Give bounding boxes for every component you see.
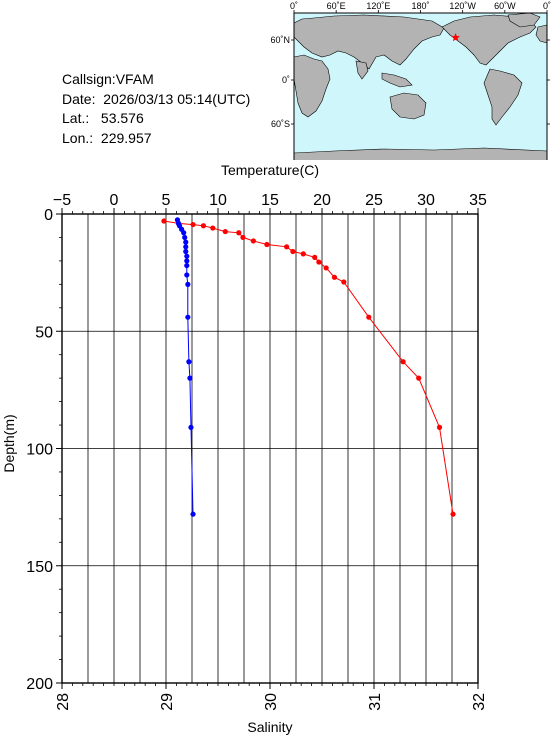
left-tick-label: 150 — [26, 559, 53, 576]
temperature-point — [400, 359, 406, 365]
land-australia — [389, 92, 427, 120]
salinity-point — [190, 511, 196, 517]
lat-value: 53.576 — [100, 110, 144, 126]
temperature-point — [312, 254, 318, 260]
map-left-tick-label: 60˚N — [270, 35, 290, 45]
temperature-point — [236, 230, 242, 236]
bottom-tick-label: 30 — [263, 693, 280, 711]
top-axis-label: Temperature(C) — [221, 162, 319, 178]
temperature-point — [416, 375, 422, 381]
temperature-point — [341, 279, 347, 285]
top-tick-label: −5 — [53, 192, 71, 209]
date-label: Date: — [62, 90, 96, 107]
temperature-point — [300, 251, 306, 257]
bottom-tick-label: 28 — [55, 693, 72, 711]
left-axis-label: Depth(m) — [1, 414, 17, 472]
top-tick-label: 25 — [365, 192, 383, 209]
lon-value: 229.957 — [100, 129, 152, 146]
temperature-point — [366, 314, 372, 320]
temperature-point — [450, 511, 456, 517]
temperature-point — [200, 223, 207, 229]
salinity-point — [182, 234, 188, 241]
temperature-point — [284, 244, 290, 250]
lon-line: Lon.: 229.957 — [62, 129, 250, 149]
salinity-point — [184, 253, 190, 259]
salinity-point — [184, 272, 190, 278]
temperature-point — [190, 221, 196, 228]
location-map: 0˚ 60˚E 120˚E 180˚ 120˚W 60˚W 0˚ 60˚N 0˚ 60˚S — [270, 1, 551, 160]
top-tick-label: 20 — [313, 192, 331, 209]
temperature-point — [264, 241, 270, 248]
left-tick-label: 0 — [44, 207, 53, 224]
temperature-point — [331, 274, 338, 280]
map-left-tick-label: 0˚ — [282, 75, 290, 85]
lon-label: Lon.: — [62, 129, 94, 146]
date-line: Date: 2026/03/13 05:14(UTC) — [62, 90, 250, 110]
callsign-value: VFAM — [115, 71, 154, 87]
top-tick-label: 0 — [110, 192, 119, 209]
bottom-tick-label: 31 — [367, 693, 384, 711]
land-south-america — [483, 68, 523, 126]
temperature-point — [250, 238, 256, 244]
left-tick-label: 100 — [26, 442, 53, 459]
top-tick-label: 5 — [162, 192, 171, 209]
salinity-point — [184, 258, 190, 264]
bottom-tick-label: 29 — [159, 693, 176, 711]
map-top-tick-label: 120˚W — [449, 1, 476, 11]
map-top-tick-label: 180˚ — [411, 1, 429, 11]
land-europe-west — [535, 24, 548, 44]
temperature-point — [210, 225, 216, 231]
land-seasia — [381, 72, 413, 88]
land-india — [355, 60, 369, 80]
temperature-point — [436, 424, 443, 430]
salinity-point — [186, 359, 192, 365]
salinity-point — [184, 262, 190, 269]
top-tick-label: 35 — [469, 192, 487, 209]
salinity-point — [188, 424, 194, 430]
map-top-tick-label: 0˚ — [543, 1, 551, 11]
temperature-point — [240, 234, 246, 241]
salinity-point — [181, 230, 187, 236]
map-left-tick-label: 60˚S — [271, 119, 290, 129]
salinity-point — [187, 375, 193, 381]
bottom-axis-label: Salinity — [247, 719, 292, 735]
bottom-tick-label: 32 — [471, 693, 488, 711]
land-antarctica — [293, 147, 548, 160]
top-tick-label: 30 — [417, 192, 435, 209]
land-africa — [293, 54, 331, 118]
salinity-point — [183, 239, 189, 245]
map-top-tick-label: 60˚E — [327, 1, 346, 11]
temperature-point — [161, 218, 167, 224]
map-top-tick-label: 0˚ — [290, 1, 298, 11]
station-marker-icon — [451, 33, 460, 42]
top-tick-label: 15 — [261, 192, 279, 209]
lat-line: Lat.: 53.576 — [62, 109, 250, 129]
callsign-label: Callsign: — [62, 71, 116, 87]
temperature-point — [222, 228, 228, 235]
land-north-america — [441, 14, 537, 66]
top-tick-label: 10 — [209, 192, 227, 209]
map-top-tick-label: 60˚W — [494, 1, 516, 11]
salinity-point — [183, 244, 189, 250]
salinity-point — [183, 248, 189, 255]
callsign-line: Callsign:VFAM — [62, 70, 250, 90]
station-info: Callsign:VFAM Date: 2026/03/13 05:14(UTC… — [62, 70, 250, 148]
left-tick-label: 200 — [26, 676, 53, 693]
lat-label: Lat.: — [62, 110, 90, 126]
date-value: 2026/03/13 05:14(UTC) — [103, 90, 251, 107]
temperature-point — [323, 265, 329, 271]
left-tick-label: 50 — [35, 324, 53, 341]
temperature-point — [316, 259, 322, 265]
land-eurasia — [293, 14, 445, 70]
map-top-tick-label: 120˚E — [366, 1, 390, 11]
salinity-point — [185, 314, 191, 320]
temperature-point — [290, 248, 296, 255]
salinity-point — [185, 281, 191, 287]
temperature-series-line — [163, 220, 454, 515]
